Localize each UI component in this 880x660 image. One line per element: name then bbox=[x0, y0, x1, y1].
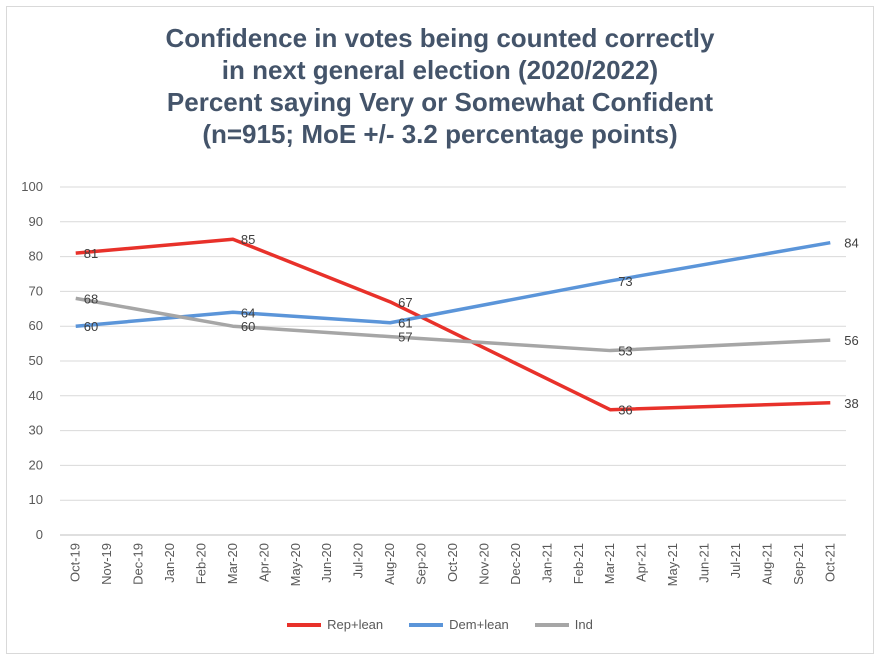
y-tick-label: 10 bbox=[29, 492, 43, 507]
data-label-Rep+lean: 85 bbox=[241, 232, 255, 247]
x-tick-label: Jan-20 bbox=[162, 543, 177, 583]
data-label-Rep+lean: 67 bbox=[398, 295, 412, 310]
data-label-Rep+lean: 81 bbox=[84, 246, 98, 261]
data-label-Rep+lean: 36 bbox=[618, 403, 632, 418]
x-tick-label: Sep-20 bbox=[414, 543, 429, 585]
y-tick-label: 70 bbox=[29, 283, 43, 298]
data-label-Dem+lean: 84 bbox=[844, 236, 858, 251]
title-line-2: in next general election (2020/2022) bbox=[221, 55, 659, 85]
x-tick-label: Jan-21 bbox=[539, 543, 554, 583]
title-line-3: Percent saying Very or Somewhat Confiden… bbox=[166, 87, 714, 117]
legend: Rep+lean Dem+lean Ind bbox=[0, 617, 880, 632]
x-tick-label: Nov-19 bbox=[99, 543, 114, 585]
data-label-Ind: 57 bbox=[398, 330, 412, 345]
title-line-1: Confidence in votes being counted correc… bbox=[165, 23, 715, 53]
x-tick-label: Jun-20 bbox=[319, 543, 334, 583]
x-tick-label: Jul-20 bbox=[351, 543, 366, 578]
title-line-4: (n=915; MoE +/- 3.2 percentage points) bbox=[202, 119, 678, 149]
y-tick-label: 60 bbox=[29, 318, 43, 333]
x-tick-label: Mar-20 bbox=[225, 543, 240, 584]
x-tick-label: Dec-20 bbox=[508, 543, 523, 585]
x-tick-label: Oct-21 bbox=[822, 543, 837, 582]
chart-frame bbox=[6, 6, 874, 654]
data-label-Rep+lean: 38 bbox=[844, 396, 858, 411]
y-tick-label: 40 bbox=[29, 388, 43, 403]
x-tick-label: Feb-21 bbox=[571, 543, 586, 584]
y-tick-label: 0 bbox=[36, 527, 43, 542]
x-tick-label: Jun-21 bbox=[697, 543, 712, 583]
data-label-Ind: 68 bbox=[84, 291, 98, 306]
legend-item-rep: Rep+lean bbox=[287, 617, 383, 632]
x-tick-label: May-21 bbox=[665, 543, 680, 586]
legend-item-dem: Dem+lean bbox=[409, 617, 509, 632]
x-tick-label: Feb-20 bbox=[193, 543, 208, 584]
chart-title: Confidence in votes being counted correc… bbox=[0, 22, 880, 150]
x-tick-label: Jul-21 bbox=[728, 543, 743, 578]
y-tick-label: 100 bbox=[21, 179, 43, 194]
x-tick-label: Mar-21 bbox=[602, 543, 617, 584]
y-tick-label: 20 bbox=[29, 457, 43, 472]
x-tick-label: Aug-21 bbox=[759, 543, 774, 585]
x-tick-label: Apr-20 bbox=[256, 543, 271, 582]
data-label-Ind: 53 bbox=[618, 344, 632, 359]
data-label-Ind: 60 bbox=[241, 319, 255, 334]
x-tick-label: Oct-19 bbox=[68, 543, 83, 582]
x-tick-label: Oct-20 bbox=[445, 543, 460, 582]
x-tick-label: Aug-20 bbox=[382, 543, 397, 585]
legend-swatch-rep bbox=[287, 622, 322, 627]
legend-label-ind: Ind bbox=[574, 617, 593, 632]
data-label-Dem+lean: 64 bbox=[241, 305, 255, 320]
legend-swatch-dem bbox=[409, 622, 444, 627]
x-tick-label: May-20 bbox=[288, 543, 303, 586]
y-tick-label: 80 bbox=[29, 249, 43, 264]
x-tick-label: Dec-19 bbox=[131, 543, 146, 585]
series-line-Dem+lean bbox=[75, 240, 831, 328]
series-line-Ind bbox=[75, 296, 831, 353]
data-label-Ind: 56 bbox=[844, 333, 858, 348]
x-tick-label: Sep-21 bbox=[791, 543, 806, 585]
y-tick-label: 30 bbox=[29, 423, 43, 438]
data-label-Dem+lean: 61 bbox=[398, 316, 412, 331]
x-tick-label: Apr-21 bbox=[634, 543, 649, 582]
data-label-Dem+lean: 60 bbox=[84, 319, 98, 334]
x-tick-label: Nov-20 bbox=[476, 543, 491, 585]
legend-swatch-ind bbox=[534, 622, 569, 627]
series-line-Rep+lean bbox=[75, 237, 831, 412]
y-tick-label: 50 bbox=[29, 353, 43, 368]
y-tick-label: 90 bbox=[29, 214, 43, 229]
legend-item-ind: Ind bbox=[534, 617, 593, 632]
legend-label-rep: Rep+lean bbox=[327, 617, 384, 632]
data-label-Dem+lean: 73 bbox=[618, 274, 632, 289]
legend-label-dem: Dem+lean bbox=[449, 617, 509, 632]
